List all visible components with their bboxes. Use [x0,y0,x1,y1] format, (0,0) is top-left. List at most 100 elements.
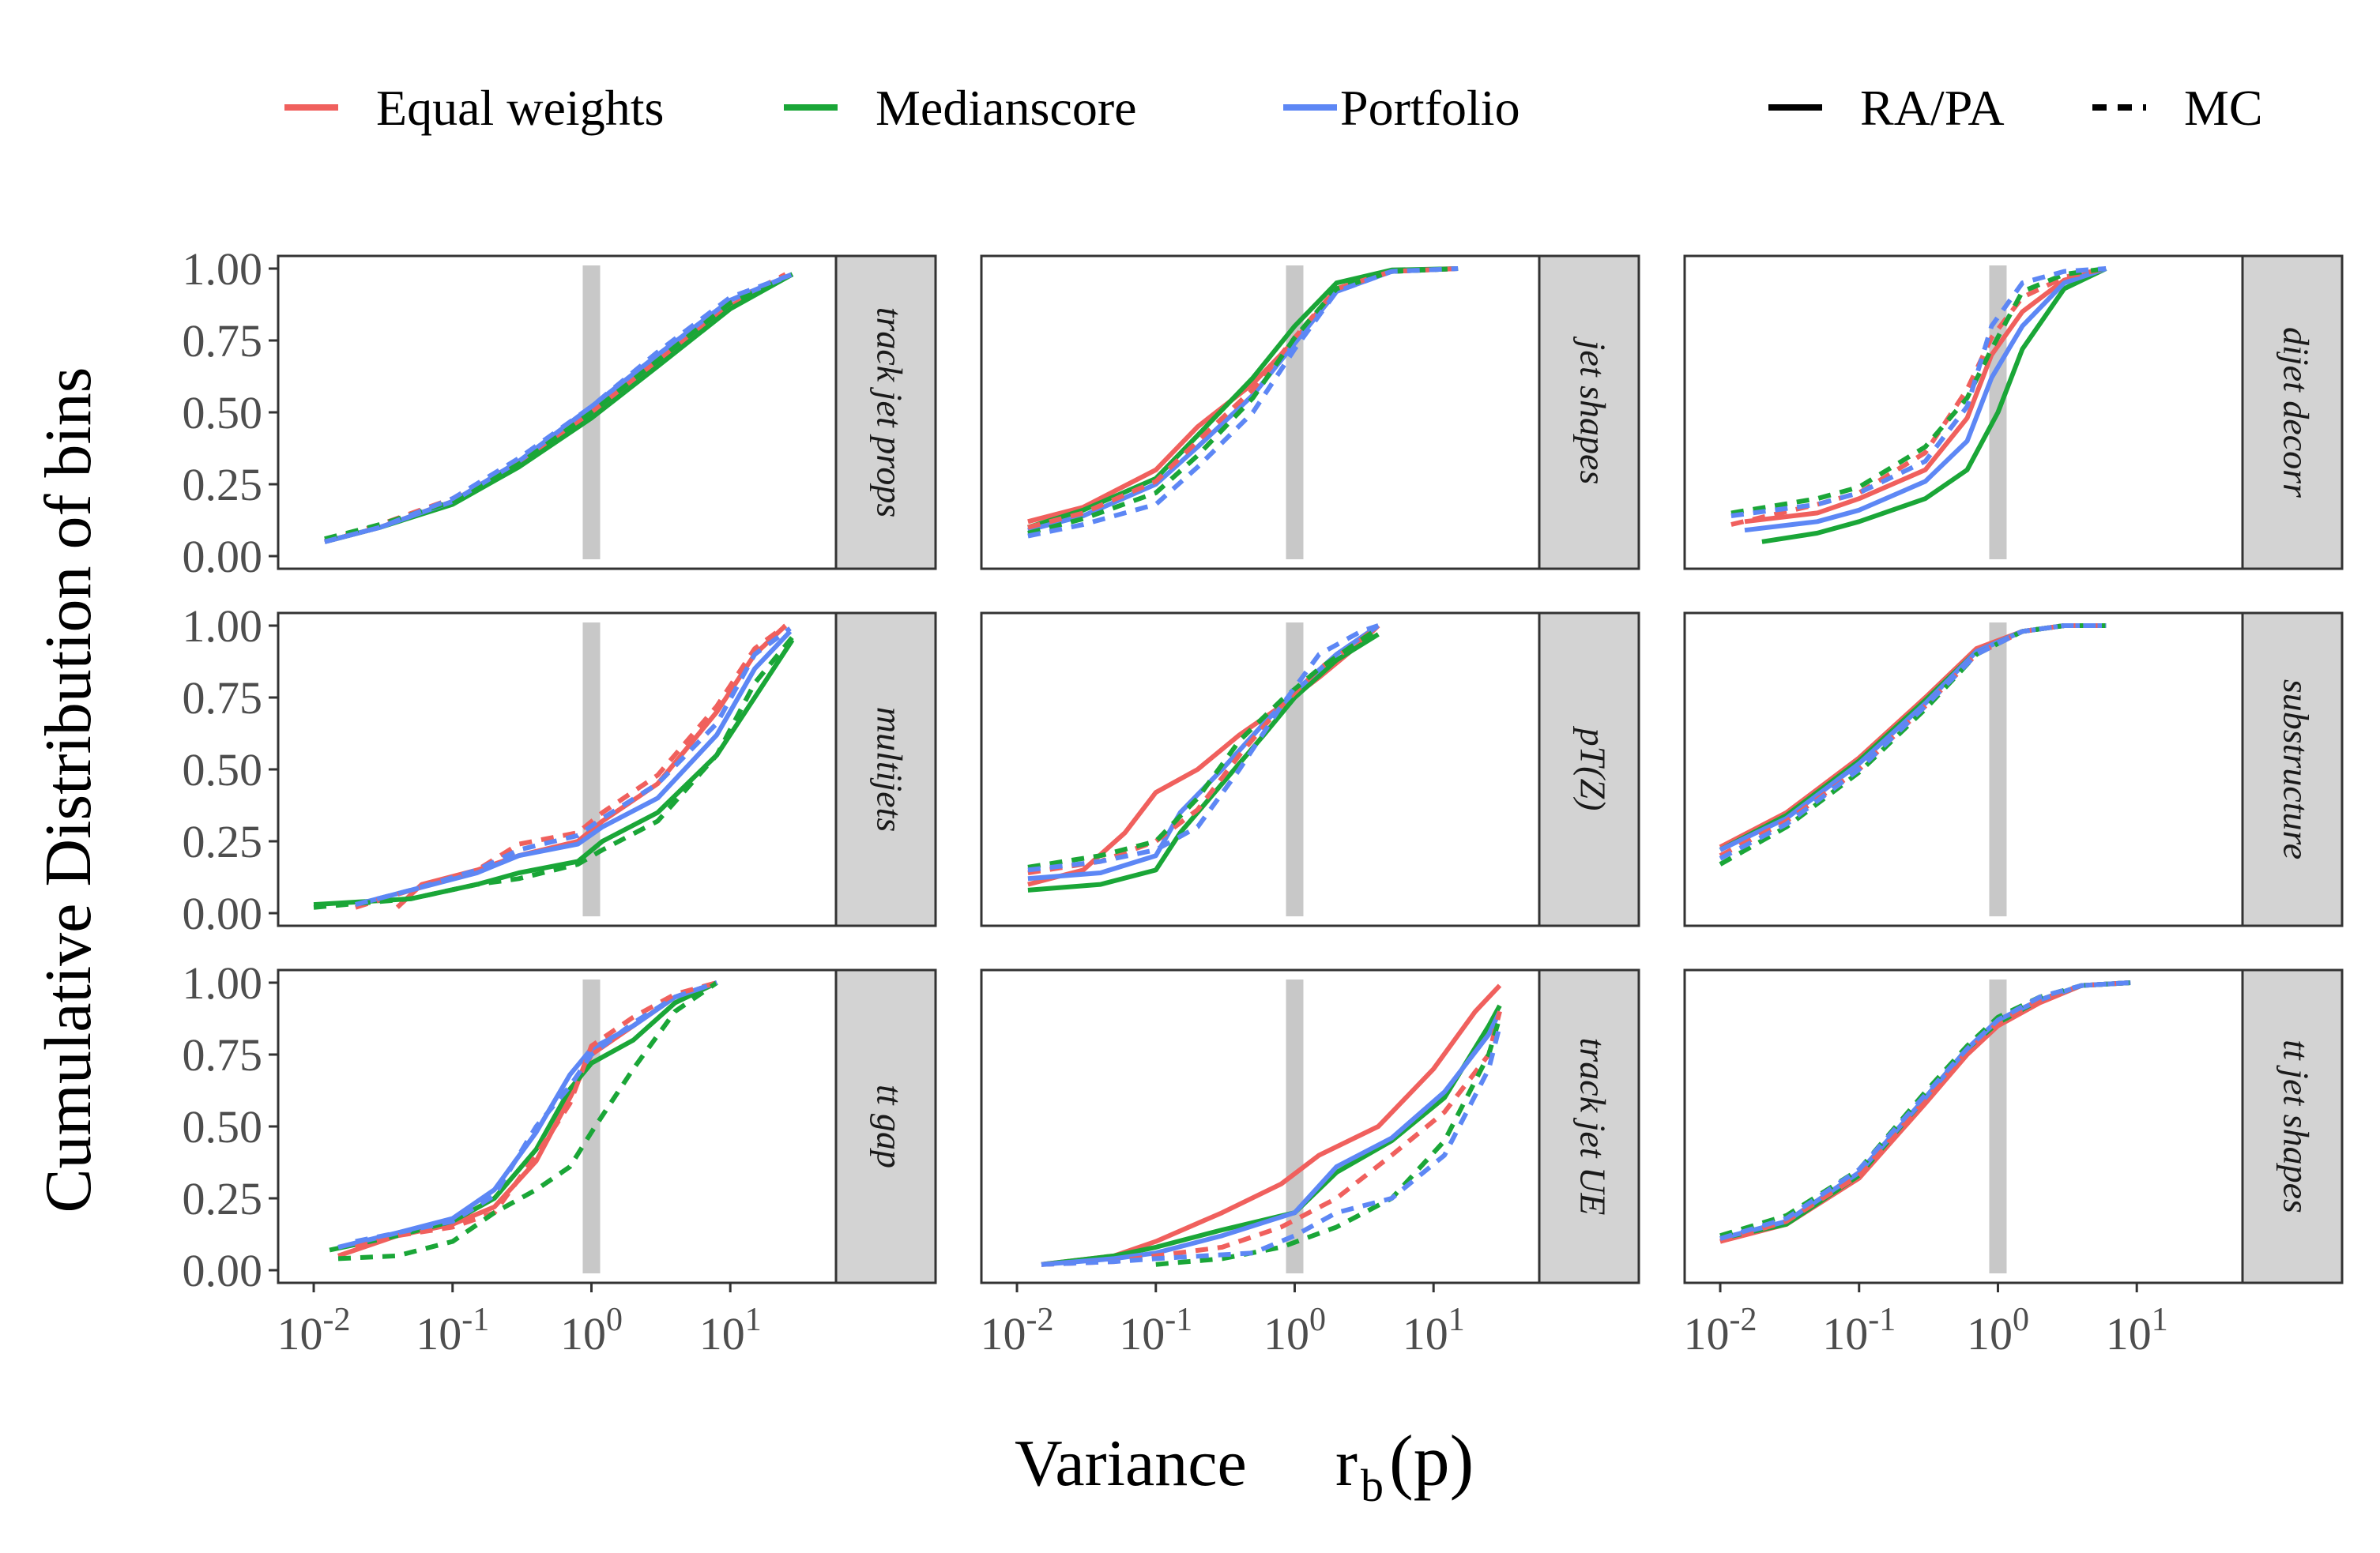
series-line-medianscore-ra-pa [1027,266,1459,530]
series-line-equal-weights-mc [1730,266,2107,527]
x-tick-label: 101 [699,1302,762,1359]
y-tick-label: 0.75 [183,1029,263,1081]
series-line-portfolio-mc [324,272,793,544]
series-line-medianscore-ra-pa [1027,632,1380,893]
strip-label: jet shapes [1572,337,1613,485]
series-line-medianscore-ra-pa [1761,266,2107,544]
y-tick-label: 0.25 [183,816,263,867]
panel-pt-z-: pT(Z) [980,611,1640,927]
series-line-portfolio-mc [1027,623,1380,873]
series-line-portfolio-ra-pa [1027,623,1380,882]
strip-label: dijet decorr [2276,327,2316,498]
x-axis-title-argument: (p) [1389,1420,1474,1501]
y-tick-label: 0.00 [183,888,263,939]
series-line-medianscore-mc [337,980,718,1262]
strip-box [1538,968,1640,1284]
x-axis-title-subscript: b [1361,1460,1384,1511]
series-line-medianscore-ra-pa [313,638,795,908]
y-tick-label: 0.00 [183,531,263,582]
panel-track-jet-props: track jet props 0.00 0.25 0.50 0.75 1.00 [183,243,937,582]
panel-multijets: multijets 0.00 0.25 0.50 0.75 1.00 [183,600,937,939]
x-tick-label: 10-1 [1119,1302,1192,1359]
panel-border [277,254,838,570]
series-line-portfolio-mc [1719,980,2131,1241]
strip-box [2241,968,2344,1284]
series-line-portfolio-ra-pa [1744,266,2107,533]
series-line-equal-weights-ra-pa [1041,983,1502,1267]
x-tick-label: 10-2 [1684,1302,1757,1359]
strip-box [2241,254,2344,570]
strip-label: track jet props [869,307,909,518]
strip-box [2241,611,2344,927]
reference-band [582,622,601,916]
y-tick-label: 0.50 [183,1101,263,1153]
y-tick-label: 0.75 [183,315,263,367]
legend-label-ra-pa: RA/PA [1860,80,2005,136]
strip-box [834,254,937,570]
legend-label-mc: MC [2184,80,2263,136]
x-tick-label: 10-2 [277,1302,351,1359]
y-tick-label: 0.50 [183,744,263,795]
legend-label-medianscore: Medianscore [876,80,1137,136]
x-tick-label: 100 [1967,1302,2029,1359]
x-tick-label: 10-2 [981,1302,1054,1359]
y-tick-label: 0.75 [183,672,263,724]
strip-box [834,611,937,927]
panels: track jet props 0.00 0.25 0.50 0.75 1.00 jet s… [183,243,2344,1359]
y-tick-label: 0.25 [183,1173,263,1224]
reference-band [1989,622,2007,916]
series-line-portfolio-ra-pa [1041,1010,1502,1267]
panel-border [980,611,1541,927]
y-tick-label: 0.50 [183,387,263,438]
series-line-portfolio-mc [1719,623,2107,861]
series-line-portfolio-mc [355,626,792,908]
panel-substructure: substructure [1683,611,2344,927]
panel-jet-shapes: jet shapes [980,254,1640,570]
series-line-medianscore-mc [1027,626,1380,870]
x-tick-label: 100 [1263,1302,1326,1359]
series-line-equal-weights-mc [1027,266,1459,530]
panel-border [980,968,1541,1284]
panel-dijet-decorr: dijet decorr [1683,254,2344,570]
strip-label: pT(Z) [1572,726,1613,811]
reference-band [1286,622,1304,916]
strip-box [834,968,937,1284]
strip-label: track jet UE [1572,1038,1613,1216]
series-line-medianscore-mc [313,635,795,910]
strip-label: multijets [869,707,909,832]
panel-tt-gap: tt gap 0.00 0.25 0.50 0.75 1.00 10-2 10-1 100 101 [183,957,937,1359]
x-tick-label: 10-1 [1822,1302,1896,1359]
y-tick-label: 1.00 [183,957,263,1009]
panel-tt-jet-shapes: tt jet shapes 10-2 10-1 100 101 [1683,968,2344,1359]
legend-label-portfolio: Portfolio [1340,80,1520,136]
series-line-medianscore-mc [1155,1016,1502,1267]
legend-label-equal-weights: Equal weights [376,80,664,136]
panel-border [1683,968,2244,1284]
y-tick-label: 1.00 [183,243,263,295]
reference-band [582,980,601,1273]
series-line-portfolio-mc [1730,266,2107,518]
x-tick-label: 100 [560,1302,623,1359]
x-tick-label: 101 [2106,1302,2168,1359]
reference-band [1286,265,1304,559]
y-tick-label: 0.00 [183,1245,263,1296]
panel-track-jet-ue: track jet UE 10-2 10-1 100 101 [980,968,1640,1359]
y-axis-title: Cumulative Distribution of bins [32,367,105,1213]
series-line-portfolio-mc [1041,1025,1502,1267]
series-line-portfolio-mc [355,980,718,1244]
series-line-portfolio-mc [1027,266,1459,539]
reference-band [1286,980,1304,1273]
x-tick-label: 101 [1403,1302,1465,1359]
y-tick-label: 0.25 [183,459,263,510]
legend: Equal weights Medianscore Portfolio RA/P… [284,80,2263,136]
x-axis-title-symbol: r [1335,1427,1358,1500]
series-line-medianscore-mc [1730,266,2107,516]
series-line-equal-weights-mc [355,980,717,1250]
y-tick-label: 1.00 [183,600,263,652]
strip-box [1538,611,1640,927]
series-line-equal-weights-ra-pa [1744,266,2107,525]
strip-box [1538,254,1640,570]
strip-label: tt jet shapes [2276,1040,2316,1213]
strip-label: substructure [2276,679,2316,859]
